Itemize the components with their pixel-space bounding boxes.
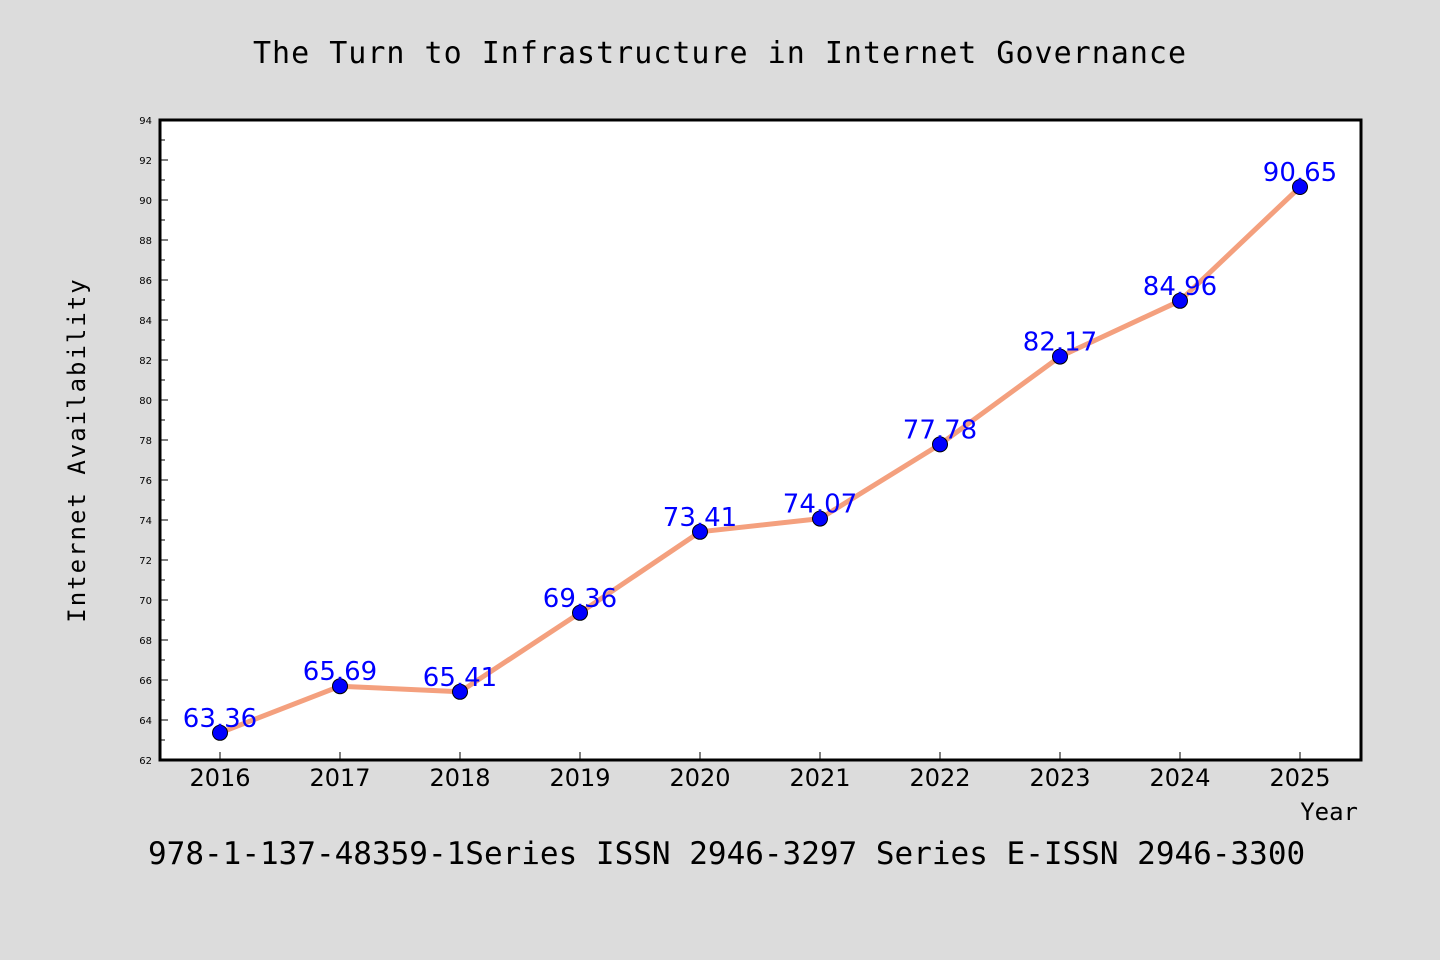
footer-isbn: 978-1-137-48359-1Series ISSN 2946-3297 S… [148,836,1305,872]
x-tick-label: 2023 [1029,764,1090,792]
data-label: 84.96 [1143,272,1217,302]
data-point [452,683,468,700]
y-tick-label: 88 [139,236,152,247]
data-label: 65.41 [423,663,497,693]
x-tick-label: 2017 [309,764,370,792]
x-tick-label: 2016 [189,764,250,792]
data-point [332,678,348,695]
x-tick-label: 2019 [549,764,610,792]
y-tick-label: 92 [139,156,152,167]
y-tick-label: 76 [139,476,152,487]
data-label: 63.36 [183,704,257,734]
y-tick-label: 82 [139,356,152,367]
data-labels-layer: 63.36 65.69 65.41 69.36 73.41 74.07 77.78 82.17… [183,158,1337,734]
x-tick-label: 2020 [669,764,730,792]
series-line-layer [217,184,1303,736]
data-label: 90.65 [1263,158,1337,188]
y-tick-label: 80 [139,396,152,407]
y-tick-label: 86 [139,276,152,287]
data-label: 69.36 [543,584,617,614]
y-axis: 62 64 66 68 70 72 74 76 78 80 82 84 86 88 90 92 94 [139,116,168,767]
y-tick-label: 90 [139,196,152,207]
y-tick-label: 66 [139,676,152,687]
data-point [692,523,708,540]
x-tick-label: 2025 [1269,764,1330,792]
data-label: 77.78 [903,415,977,445]
x-tick-label: 2021 [789,764,850,792]
markers-layer [212,179,1308,741]
y-tick-label: 84 [139,316,152,327]
y-axis-label: Internet Availability [63,277,91,622]
data-label: 65.69 [303,657,377,687]
x-tick-label: 2018 [429,764,490,792]
y-tick-label: 94 [139,116,152,127]
data-point [932,436,948,453]
y-tick-label: 64 [139,716,152,727]
series-line [217,184,1303,736]
data-label: 73.41 [663,503,737,533]
data-label: 74.07 [783,490,857,520]
x-tick-label: 2024 [1149,764,1210,792]
y-tick-label: 74 [139,516,152,527]
y-tick-label: 72 [139,556,152,567]
data-point [1052,348,1068,365]
data-point [572,604,588,621]
data-point [212,724,228,741]
plot-area [158,118,1363,762]
y-tick-label: 62 [139,756,152,767]
y-tick-label: 70 [139,596,152,607]
data-point [812,510,828,527]
x-axis: 2016 2017 2018 2019 2020 2021 2022 2023 2024 2025 [189,752,1331,792]
data-label: 82.17 [1023,328,1097,358]
y-tick-label: 78 [139,436,152,447]
data-point [1172,292,1188,309]
chart-title: The Turn to Infrastructure in Internet G… [253,36,1187,71]
x-tick-label: 2022 [909,764,970,792]
x-axis-label: Year [1300,798,1358,826]
data-point [1292,179,1308,195]
y-tick-label: 68 [139,636,152,647]
